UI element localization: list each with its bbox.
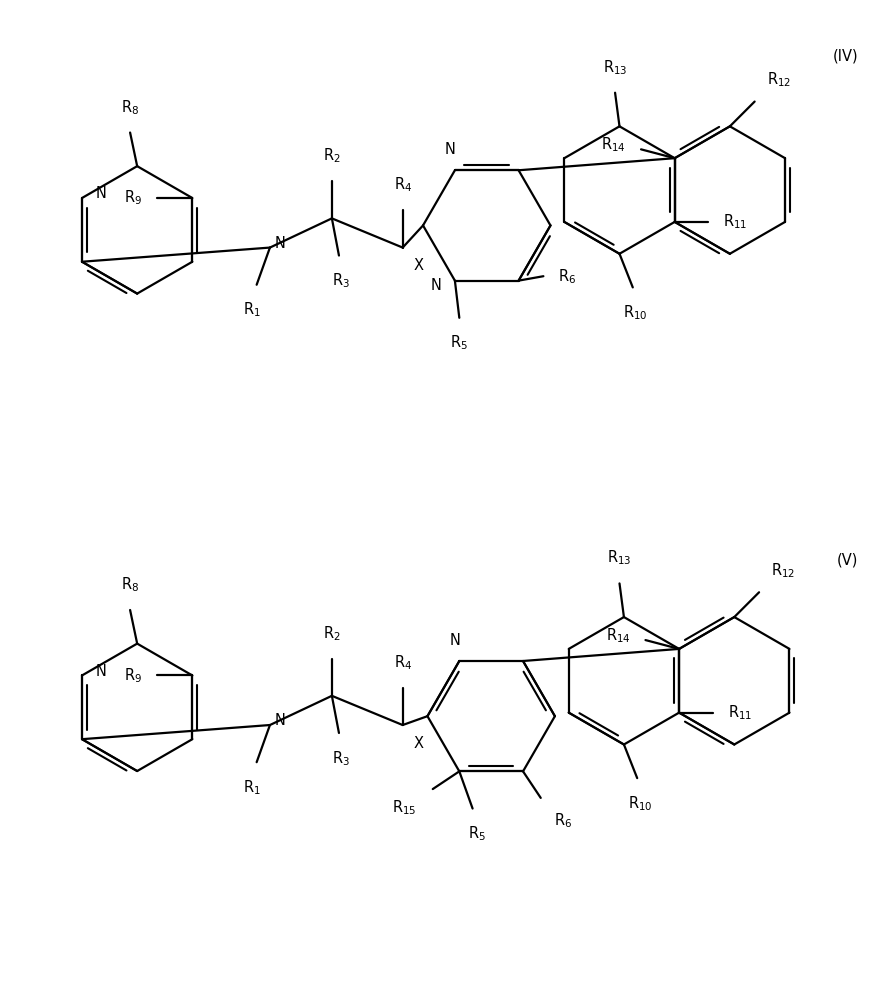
Text: R$_{13}$: R$_{13}$ — [603, 58, 627, 77]
Text: R$_4$: R$_4$ — [394, 175, 412, 195]
Text: X: X — [413, 736, 423, 751]
Text: R$_3$: R$_3$ — [332, 271, 350, 290]
Text: N: N — [450, 633, 460, 648]
Text: R$_2$: R$_2$ — [323, 624, 341, 643]
Text: N: N — [96, 663, 106, 678]
Text: R$_5$: R$_5$ — [468, 825, 486, 843]
Text: N: N — [445, 142, 456, 157]
Text: R$_{13}$: R$_{13}$ — [607, 548, 632, 568]
Text: (V): (V) — [837, 552, 858, 568]
Text: R$_2$: R$_2$ — [323, 146, 341, 165]
Text: N: N — [96, 186, 106, 201]
Text: R$_6$: R$_6$ — [558, 267, 577, 285]
Text: R$_6$: R$_6$ — [554, 811, 573, 830]
Text: R$_{14}$: R$_{14}$ — [601, 135, 626, 154]
Text: R$_4$: R$_4$ — [394, 653, 412, 672]
Text: R$_9$: R$_9$ — [124, 188, 142, 208]
Text: R$_8$: R$_8$ — [121, 98, 139, 117]
Text: N: N — [431, 277, 442, 292]
Text: R$_5$: R$_5$ — [450, 334, 468, 353]
Text: R$_9$: R$_9$ — [124, 666, 142, 684]
Text: R$_8$: R$_8$ — [121, 576, 139, 594]
Text: N: N — [274, 713, 285, 728]
Text: R$_{11}$: R$_{11}$ — [727, 704, 752, 722]
Text: R$_{15}$: R$_{15}$ — [392, 798, 417, 816]
Text: R$_{12}$: R$_{12}$ — [772, 561, 796, 580]
Text: R$_{10}$: R$_{10}$ — [627, 794, 652, 812]
Text: R$_3$: R$_3$ — [332, 749, 350, 768]
Text: R$_{11}$: R$_{11}$ — [723, 213, 748, 231]
Text: X: X — [413, 258, 423, 273]
Text: R$_1$: R$_1$ — [243, 778, 261, 797]
Text: R$_{12}$: R$_{12}$ — [767, 71, 791, 89]
Text: R$_{10}$: R$_{10}$ — [623, 303, 648, 322]
Text: R$_{14}$: R$_{14}$ — [605, 626, 630, 645]
Text: N: N — [274, 236, 285, 251]
Text: R$_1$: R$_1$ — [243, 300, 261, 320]
Text: (IV): (IV) — [833, 48, 858, 64]
